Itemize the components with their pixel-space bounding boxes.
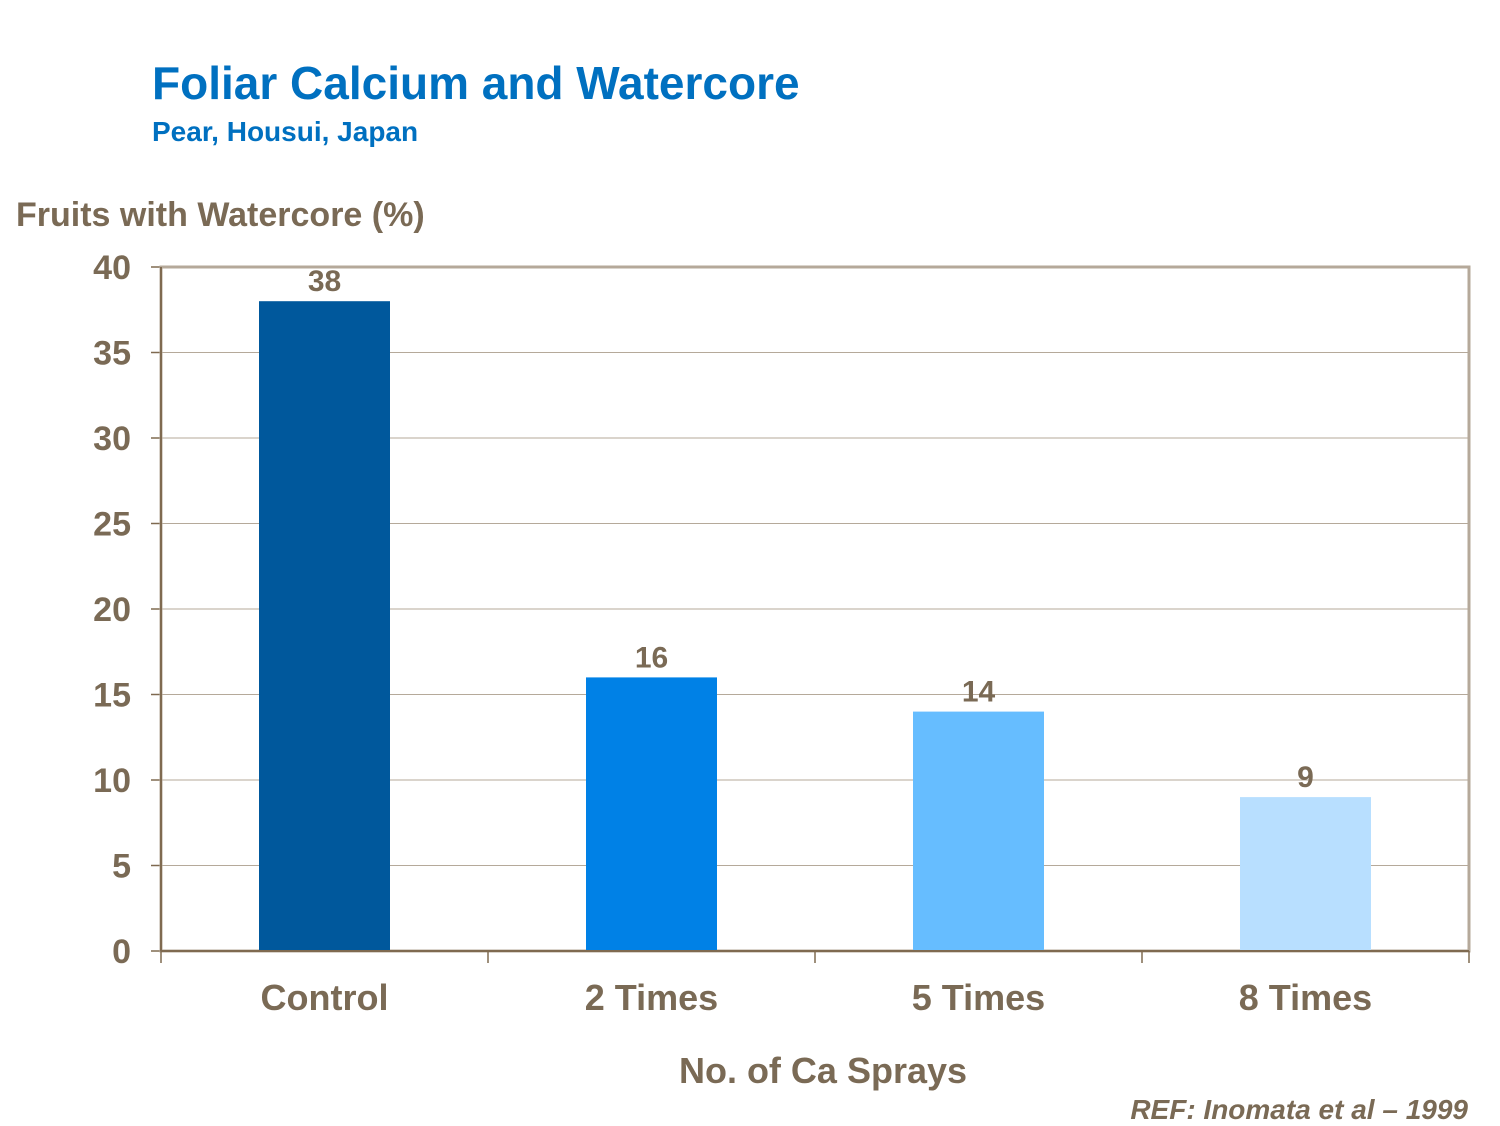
- bar-control: [259, 301, 390, 951]
- x-tick-label: 8 Times: [1239, 977, 1372, 1018]
- data-label: 16: [635, 641, 668, 674]
- data-label: 38: [308, 265, 341, 298]
- y-tick-label: 10: [93, 762, 131, 800]
- x-tick-label: Control: [261, 977, 389, 1018]
- bar-5-times: [913, 711, 1044, 951]
- y-tick-label: 25: [93, 506, 131, 544]
- y-tick-label: 5: [112, 848, 131, 886]
- bar-2-times: [586, 677, 717, 951]
- bar-8-times: [1240, 797, 1371, 951]
- y-tick-label: 35: [93, 335, 131, 373]
- y-tick-label: 40: [93, 249, 131, 287]
- chart-subtitle: Pear, Housui, Japan: [152, 116, 419, 147]
- y-tick-label: 0: [112, 933, 131, 971]
- y-tick-label: 20: [93, 591, 131, 629]
- data-label: 14: [962, 676, 996, 709]
- x-tick-label: 2 Times: [585, 977, 718, 1018]
- y-tick-label: 15: [93, 677, 131, 715]
- x-tick-label: 5 Times: [912, 977, 1045, 1018]
- y-axis-label: Fruits with Watercore (%): [16, 196, 425, 234]
- reference-note: REF: Inomata et al – 1999: [1130, 1094, 1468, 1125]
- y-tick-label: 30: [93, 420, 131, 458]
- x-axis-label: No. of Ca Sprays: [678, 1050, 968, 1091]
- data-label: 9: [1297, 761, 1314, 794]
- chart-title: Foliar Calcium and Watercore: [152, 57, 800, 109]
